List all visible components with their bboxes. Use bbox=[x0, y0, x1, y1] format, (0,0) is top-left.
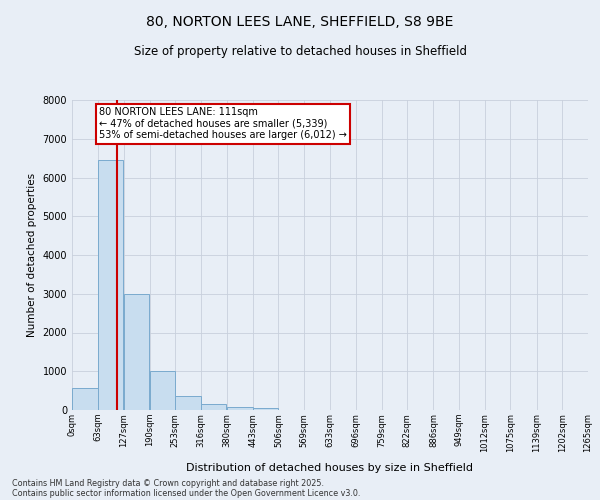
Bar bbox=[98, 160, 123, 410]
Bar bbox=[227, 406, 253, 410]
Bar bbox=[253, 408, 278, 410]
Text: Size of property relative to detached houses in Sheffield: Size of property relative to detached ho… bbox=[133, 45, 467, 58]
Bar bbox=[124, 294, 149, 410]
Text: 80, NORTON LEES LANE, SHEFFIELD, S8 9BE: 80, NORTON LEES LANE, SHEFFIELD, S8 9BE bbox=[146, 15, 454, 29]
Y-axis label: Number of detached properties: Number of detached properties bbox=[27, 173, 37, 337]
Bar bbox=[175, 396, 201, 410]
X-axis label: Distribution of detached houses by size in Sheffield: Distribution of detached houses by size … bbox=[187, 463, 473, 473]
Bar bbox=[72, 388, 98, 410]
Text: 80 NORTON LEES LANE: 111sqm
← 47% of detached houses are smaller (5,339)
53% of : 80 NORTON LEES LANE: 111sqm ← 47% of det… bbox=[99, 107, 347, 140]
Bar bbox=[149, 371, 175, 410]
Text: Contains public sector information licensed under the Open Government Licence v3: Contains public sector information licen… bbox=[12, 488, 361, 498]
Bar bbox=[201, 404, 226, 410]
Text: Contains HM Land Registry data © Crown copyright and database right 2025.: Contains HM Land Registry data © Crown c… bbox=[12, 478, 324, 488]
